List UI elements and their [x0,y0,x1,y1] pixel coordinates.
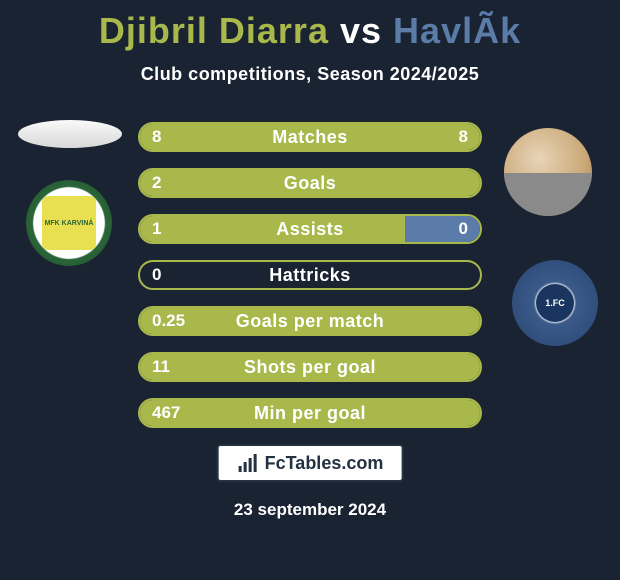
stat-label: Min per goal [140,403,480,424]
stat-label: Matches [140,127,480,148]
player2-club-badge: 1.FC [512,260,598,346]
stat-row: 1Assists0 [138,214,482,244]
stat-row: 11Shots per goal [138,352,482,382]
stat-label: Goals [140,173,480,194]
logo-text: FcTables.com [265,453,384,474]
stat-value-right: 0 [459,219,468,239]
player2-name: HavlÃk [393,10,521,51]
stat-row: 0.25Goals per match [138,306,482,336]
stat-label: Goals per match [140,311,480,332]
stat-row: 0Hattricks [138,260,482,290]
player1-name: Djibril Diarra [99,10,329,51]
chart-icon [237,452,259,474]
subtitle: Club competitions, Season 2024/2025 [0,64,620,85]
stat-row: 8Matches8 [138,122,482,152]
stat-row: 2Goals [138,168,482,198]
player2-avatar [504,128,592,216]
stat-value-right: 8 [459,127,468,147]
date-text: 23 september 2024 [0,500,620,520]
player2-club-text: 1.FC [536,284,574,322]
player1-avatar [18,120,122,148]
stat-label: Assists [140,219,480,240]
comparison-title: Djibril Diarra vs HavlÃk [0,0,620,52]
stat-label: Hattricks [140,265,480,286]
stats-container: 8Matches82Goals1Assists00Hattricks0.25Go… [138,122,482,444]
stat-row: 467Min per goal [138,398,482,428]
player1-club-badge: MFK KARVINÁ [26,180,112,266]
vs-text: vs [340,10,382,51]
site-logo[interactable]: FcTables.com [217,444,404,482]
stat-label: Shots per goal [140,357,480,378]
player1-club-text: MFK KARVINÁ [42,196,96,250]
